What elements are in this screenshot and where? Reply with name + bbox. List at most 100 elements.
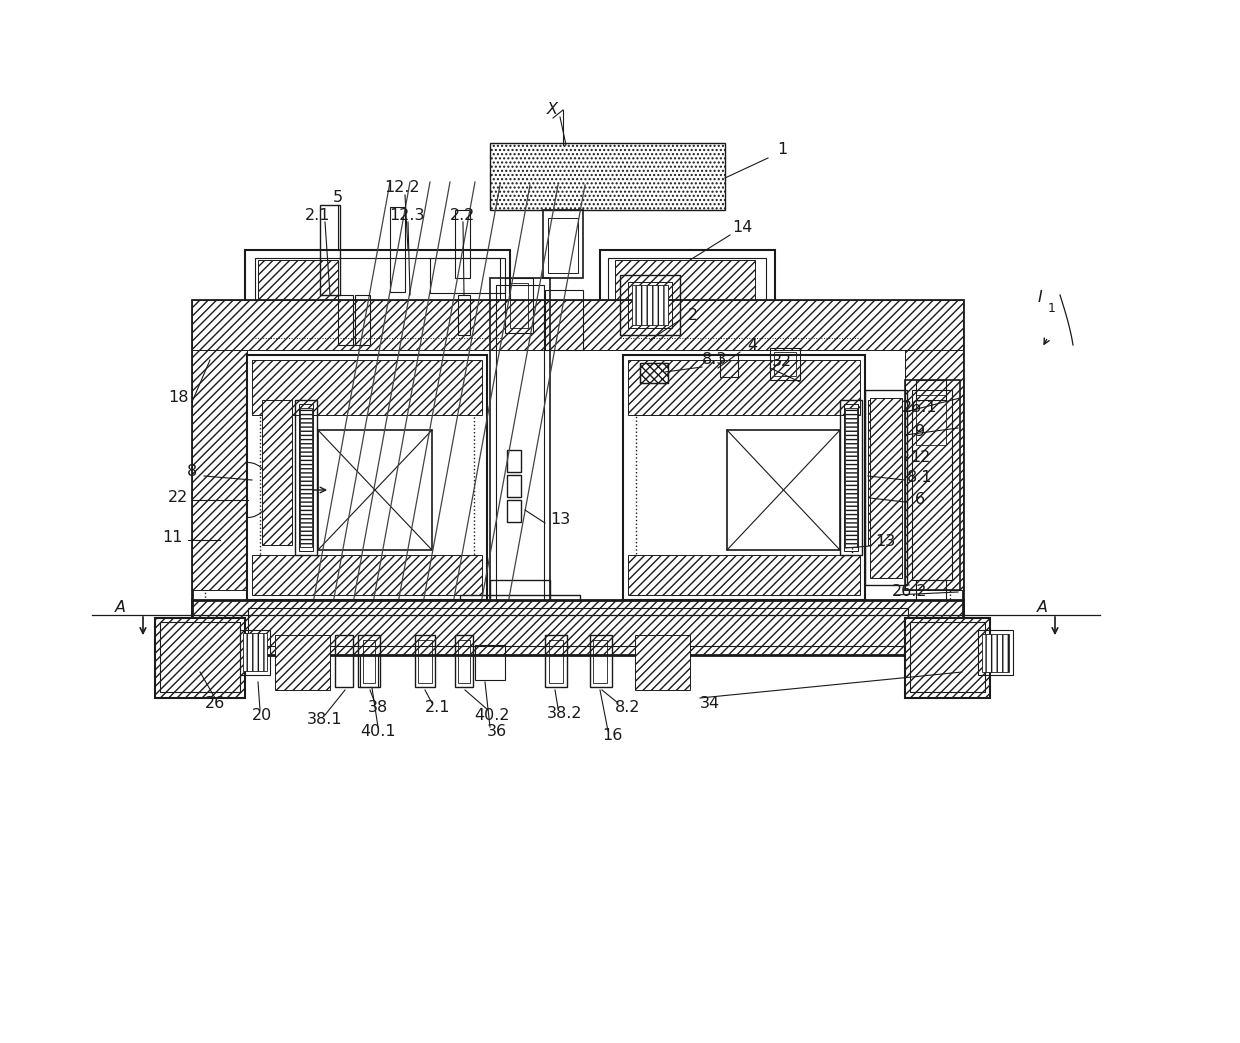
Text: 5: 5 [332, 191, 343, 205]
Bar [640, 363, 668, 383]
Bar [360, 655, 378, 687]
Bar [391, 207, 405, 292]
Bar [295, 401, 317, 555]
Text: 2.1: 2.1 [305, 208, 331, 222]
Text: 13: 13 [549, 512, 570, 528]
Text: 26.2: 26.2 [893, 584, 928, 600]
Text: 14: 14 [732, 219, 753, 235]
Bar [627, 360, 861, 415]
Bar [155, 618, 246, 698]
Bar [490, 278, 551, 618]
Bar [252, 555, 482, 595]
Text: 8.2: 8.2 [615, 701, 641, 715]
Bar [260, 368, 474, 587]
Text: 32: 32 [773, 355, 792, 369]
Bar [475, 645, 505, 680]
Text: 8.3: 8.3 [702, 353, 728, 367]
Bar [246, 250, 510, 345]
Bar [415, 635, 435, 687]
Bar [363, 640, 374, 683]
Bar [720, 355, 738, 377]
Bar [549, 640, 563, 683]
Bar [355, 295, 370, 345]
Bar [916, 395, 946, 445]
Bar [510, 283, 528, 328]
Bar [844, 408, 857, 547]
Bar [300, 408, 312, 547]
Bar [505, 278, 533, 333]
Text: A: A [114, 600, 125, 614]
Text: 6: 6 [915, 492, 925, 508]
Bar [192, 300, 963, 640]
Bar [910, 622, 985, 692]
Bar [546, 635, 567, 687]
Bar [982, 634, 1009, 672]
Text: 8: 8 [187, 464, 197, 480]
Bar [490, 580, 551, 622]
Bar [916, 580, 946, 600]
Bar [600, 250, 775, 345]
Text: 1: 1 [1048, 301, 1056, 315]
Bar [978, 630, 1013, 675]
Text: 38.2: 38.2 [547, 705, 583, 721]
Bar [507, 450, 521, 472]
Text: 20: 20 [252, 707, 272, 723]
Bar [546, 290, 583, 350]
Bar [911, 390, 952, 580]
Bar [627, 555, 861, 595]
Bar [632, 285, 668, 325]
Bar [275, 635, 330, 690]
Bar [358, 635, 379, 687]
Bar [243, 633, 267, 671]
Bar [252, 360, 482, 415]
Bar [317, 430, 432, 550]
Bar [458, 640, 470, 683]
Bar [192, 350, 247, 590]
Bar [608, 258, 766, 336]
Bar [335, 635, 353, 687]
Bar [255, 258, 500, 336]
Text: 40.2: 40.2 [474, 707, 510, 723]
Bar [248, 608, 908, 646]
Bar [258, 260, 339, 330]
Text: A: A [1037, 600, 1048, 614]
Bar [593, 640, 608, 683]
Bar [543, 210, 583, 278]
Text: 2.1: 2.1 [425, 701, 451, 715]
Text: 2: 2 [688, 308, 698, 322]
Text: 16: 16 [601, 728, 622, 744]
Text: 26: 26 [205, 696, 226, 710]
Bar [241, 630, 270, 675]
Text: 12: 12 [910, 451, 930, 465]
Text: 13: 13 [875, 534, 895, 550]
Bar [640, 363, 668, 383]
Bar [905, 350, 963, 590]
Bar [620, 275, 680, 335]
Bar [548, 218, 578, 273]
Text: 2.2: 2.2 [450, 208, 476, 222]
Text: 26.1: 26.1 [903, 401, 937, 415]
Bar [320, 205, 340, 295]
Bar [905, 380, 960, 590]
Text: 9: 9 [915, 425, 925, 439]
Bar [507, 475, 521, 498]
Text: I: I [1038, 291, 1043, 306]
Bar [160, 622, 241, 692]
Bar [727, 430, 839, 550]
Text: 12.2: 12.2 [384, 180, 420, 195]
Text: 38: 38 [368, 701, 388, 715]
Text: 36: 36 [487, 725, 507, 739]
Text: 1: 1 [777, 143, 787, 157]
Bar [868, 401, 898, 545]
Bar [866, 390, 906, 585]
Text: 22: 22 [167, 490, 188, 506]
Bar [247, 355, 487, 600]
Bar [636, 368, 852, 587]
Text: 11: 11 [161, 531, 182, 545]
Bar [460, 595, 580, 623]
Text: 4: 4 [746, 338, 758, 353]
Bar [262, 401, 291, 545]
Bar [490, 143, 725, 210]
Bar [455, 635, 472, 687]
Bar [839, 401, 862, 555]
